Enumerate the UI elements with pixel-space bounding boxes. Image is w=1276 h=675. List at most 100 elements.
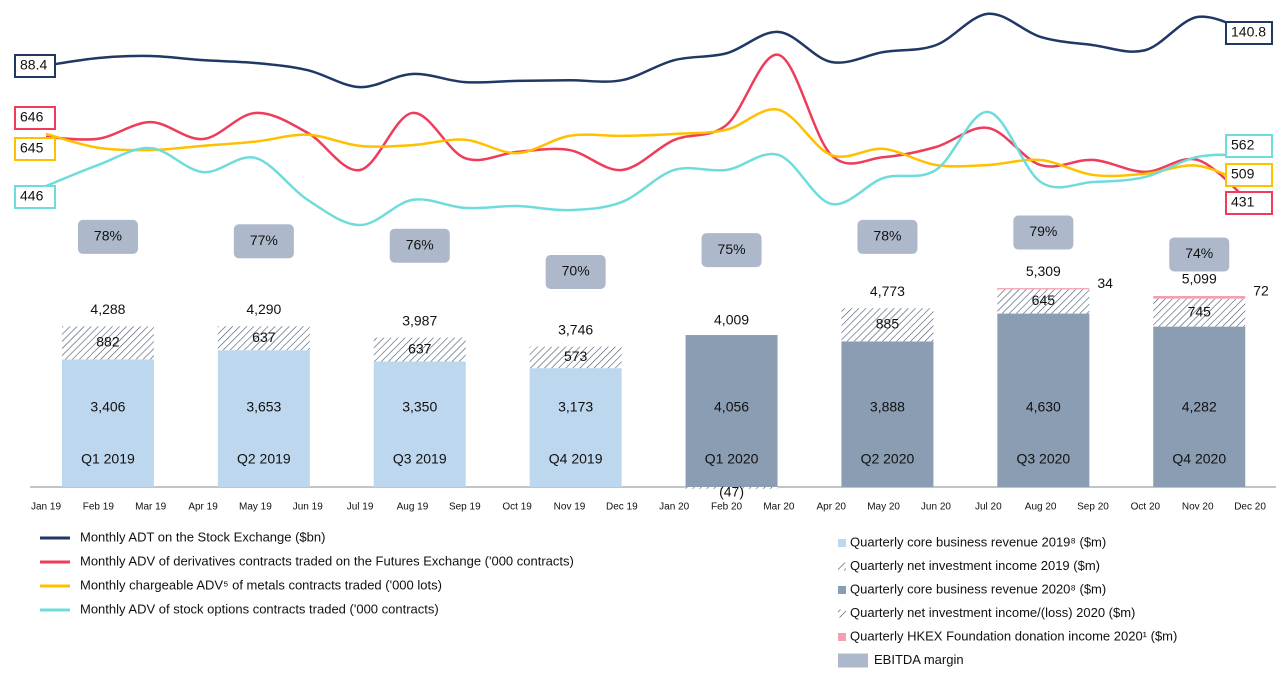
bar-total-label: 4,773 (870, 283, 905, 299)
bar-value-label: 645 (1032, 292, 1056, 308)
line (45, 53, 1251, 204)
bar-segment (529, 368, 622, 487)
bar-segment (997, 289, 1090, 314)
bar-value-label: 637 (252, 329, 276, 345)
legend-label: Quarterly net investment income 2019 ($m… (850, 558, 1100, 573)
ebitda-label: 70% (562, 263, 590, 279)
x-tick-label: Jan 19 (31, 502, 61, 513)
legend-label: Monthly ADV of stock options contracts t… (80, 601, 439, 616)
bar-segment (1153, 295, 1246, 299)
bar-value-label: 637 (408, 340, 432, 356)
x-tick-label: Mar 19 (135, 502, 167, 513)
ebitda-label: 74% (1185, 245, 1213, 261)
x-tick-label: May 19 (239, 502, 272, 513)
bar-value-label: 3,888 (870, 399, 905, 415)
bar-segment (61, 359, 154, 487)
bar-value-label: 3,406 (90, 399, 125, 415)
end-label-box (1225, 21, 1273, 45)
ebitda-label: 77% (250, 232, 278, 248)
ebitda-label: 78% (94, 228, 122, 244)
legend-label: Quarterly core business revenue 2019⁸ ($… (850, 534, 1106, 549)
ebitda-label: 76% (406, 236, 434, 252)
bar-value-label: (47) (719, 484, 744, 500)
bar-total-label: 5,309 (1026, 263, 1061, 279)
legend-label: Monthly ADV of derivatives contracts tra… (80, 553, 574, 568)
x-tick-label: Nov 19 (554, 502, 586, 513)
bar-segment (61, 326, 154, 360)
bar-total-label: 3,987 (402, 312, 437, 328)
ebitda-box (545, 255, 606, 290)
bar-value-label: 4,056 (714, 399, 749, 415)
bar-total-label: 5,099 (1182, 271, 1217, 287)
x-tick-label: Apr 20 (817, 502, 847, 513)
ebitda-box (233, 224, 294, 259)
x-tick-label: Jul 20 (975, 502, 1002, 513)
bar-value-label: 4,630 (1026, 399, 1061, 415)
quarter-label: Q3 2019 (393, 451, 447, 467)
quarter-label: Q3 2020 (1016, 451, 1070, 467)
end-label-box (14, 54, 56, 78)
ebitda-box (857, 219, 918, 254)
bar-segment (997, 288, 1090, 290)
ebitda-label: 75% (718, 241, 746, 257)
legend-label: Quarterly net investment income/(loss) 2… (850, 605, 1135, 620)
end-label-box (1225, 191, 1273, 215)
quarter-label: Q4 2020 (1172, 451, 1226, 467)
ebitda-box (389, 228, 450, 263)
x-tick-label: Apr 19 (188, 502, 218, 513)
bar-segment (685, 335, 778, 487)
bar-segment (217, 326, 310, 351)
x-tick-label: Sep 20 (1077, 502, 1109, 513)
bar-value-label: 3,350 (402, 399, 437, 415)
bar-segment (841, 341, 934, 487)
legend-label: Monthly chargeable ADV⁵ of metals contra… (80, 577, 442, 592)
x-tick-label: Jul 19 (347, 502, 374, 513)
x-tick-label: Nov 20 (1182, 502, 1214, 513)
x-tick-label: Aug 19 (397, 502, 429, 513)
ebitda-box (701, 233, 762, 268)
bar-segment (217, 350, 310, 487)
x-tick-label: Feb 20 (711, 502, 743, 513)
bar-segment (685, 487, 778, 489)
bar-value-label: 885 (876, 315, 900, 331)
bar-total-label: 3,746 (558, 321, 593, 337)
bar-value-label: 573 (564, 348, 588, 364)
ebitda-label: 78% (873, 228, 901, 244)
bar-value-label: 882 (96, 334, 120, 350)
end-label-box (1225, 134, 1273, 158)
end-label-box (1225, 163, 1273, 187)
legend-swatch (838, 562, 846, 571)
ebitda-box (1169, 237, 1230, 272)
bar-segment (841, 308, 934, 342)
x-tick-label: Oct 19 (502, 502, 532, 513)
bar-segment (1153, 298, 1246, 327)
legend-swatch (838, 609, 846, 618)
quarter-label: Q2 2019 (237, 451, 291, 467)
end-label: 645 (20, 140, 44, 156)
x-tick-label: Dec 19 (606, 502, 638, 513)
bar-total-label: 4,009 (714, 312, 749, 328)
line (45, 110, 1251, 227)
legend-label: Quarterly HKEX Foundation donation incom… (850, 628, 1177, 643)
end-label-box (14, 185, 56, 209)
x-tick-label: Jun 20 (921, 502, 951, 513)
quarter-label: Q1 2020 (705, 451, 759, 467)
end-label: 88.4 (20, 57, 47, 73)
legend-label: EBITDA margin (874, 652, 964, 667)
bar-segment (373, 337, 466, 362)
bar-value-label: 4,282 (1182, 399, 1217, 415)
x-tick-label: Jun 19 (293, 502, 323, 513)
line (45, 12, 1251, 89)
legend-swatch (838, 539, 846, 547)
quarter-label: Q2 2020 (861, 451, 915, 467)
x-tick-label: Jan 20 (659, 502, 689, 513)
end-label: 446 (20, 188, 44, 204)
end-label: 431 (1231, 194, 1255, 210)
bar-value-label: 3,173 (558, 399, 593, 415)
bar-value-label: 34 (1097, 275, 1113, 291)
legend-swatch (838, 653, 868, 668)
x-tick-label: Feb 19 (83, 502, 115, 513)
legend-label: Quarterly core business revenue 2020⁸ ($… (850, 581, 1106, 596)
end-label: 509 (1231, 166, 1255, 182)
